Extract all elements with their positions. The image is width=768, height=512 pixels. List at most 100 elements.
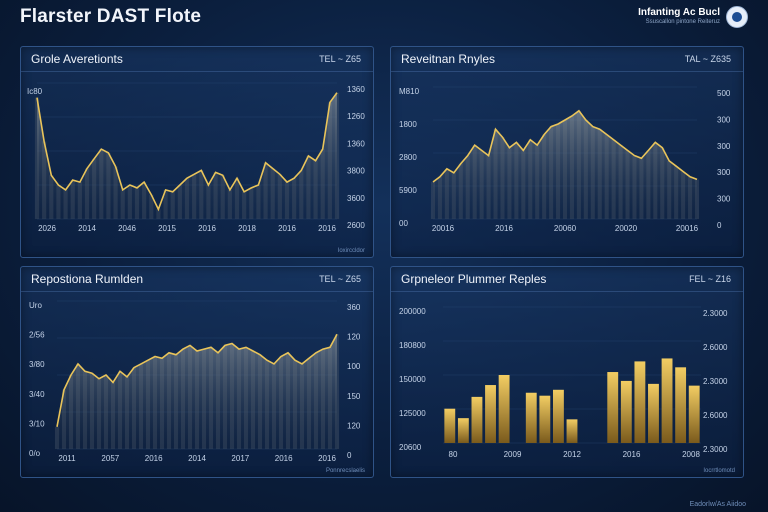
y-tick-label-right: 1360	[347, 85, 365, 94]
y-tick-label-left: 125000	[399, 409, 426, 418]
y-tick-label-left: 2/56	[29, 331, 45, 340]
bar[interactable]	[457, 418, 469, 443]
panel-meta[interactable]: FEL ~ Z16	[689, 274, 731, 284]
y-tick-label-right: 500	[717, 89, 731, 98]
series-line	[432, 109, 698, 183]
bar[interactable]	[607, 372, 619, 443]
bar[interactable]	[444, 408, 456, 443]
panel-meta[interactable]: TEL ~ Z65	[319, 54, 361, 64]
chart-svg: M810 1800 2800 5900 00 500 300 300 300 300 0 20016 2…	[399, 86, 731, 233]
x-tick-label: 2046	[118, 224, 136, 233]
panel-title: Grpneleor Plummer Reples	[401, 272, 547, 286]
chart-panel-0: Grole Averetionts TEL ~ Z65 Ic80 1360 1260…	[20, 46, 374, 258]
x-tick-label: 20016	[432, 224, 455, 233]
series-line	[36, 92, 338, 212]
y-tick-label-right: 2.3000	[703, 445, 728, 454]
y-tick-label-left: 180800	[399, 341, 426, 350]
y-tick-label-left: 1800	[399, 120, 417, 129]
bar[interactable]	[525, 392, 537, 443]
y-tick-label-right: 2.3000	[703, 309, 728, 318]
y-tick-label-left: 200000	[399, 307, 426, 316]
y-tick-label-right: 300	[717, 115, 731, 124]
x-tick-label: 2016	[278, 224, 296, 233]
x-tick-label: 2009	[504, 450, 522, 459]
chart-panel-1: Reveitnan Rnyles TAL ~ Z635 M810 1800 2800…	[390, 46, 744, 258]
y-tick-label-left: 3/40	[29, 390, 45, 399]
chart-panel-3: Grpneleor Plummer Reples FEL ~ Z16 20000…	[390, 266, 744, 478]
x-tick-label: 2008	[682, 450, 700, 459]
chart-svg: 200000 180800 150000 125000 20600 2.3000 2.600…	[399, 306, 728, 459]
x-tick-label: 2017	[231, 454, 249, 463]
chart-panel-2: Repostiona Rumlden TEL ~ Z65 Uro 2/56 3/80…	[20, 266, 374, 478]
area-fill	[57, 334, 337, 449]
y-tick-label-right: 120	[347, 333, 361, 342]
panel-title: Repostiona Rumlden	[31, 272, 144, 286]
bar[interactable]	[688, 385, 700, 443]
x-tick-label: 2016	[145, 454, 163, 463]
y-tick-label-left: 150000	[399, 375, 426, 384]
y-tick-label-right: 300	[717, 168, 731, 177]
chart-svg: Ic80 1360 1260 1360 3800 3600 2600 2026 2014 2046…	[27, 82, 365, 233]
app-title: Flarster DAST Flote	[20, 6, 202, 27]
y-tick-label-left: 0/o	[29, 449, 41, 458]
y-tick-label-left: Uro	[29, 301, 42, 310]
y-tick-label-right: 2.6000	[703, 411, 728, 420]
x-tick-label: 2057	[101, 454, 119, 463]
x-tick-label: 2011	[58, 454, 76, 463]
bar[interactable]	[566, 419, 578, 443]
bar[interactable]	[634, 361, 646, 443]
x-tick-label: 2016	[275, 454, 293, 463]
panel-meta[interactable]: TEL ~ Z65	[319, 274, 361, 284]
x-tick-label: 2016	[318, 224, 336, 233]
panel-meta[interactable]: TAL ~ Z635	[684, 54, 731, 64]
panel-title: Grole Averetionts	[31, 52, 123, 66]
x-tick-label: 2014	[78, 224, 96, 233]
brand-block: Infanting Ac Bucl Ssuscallon pintone Rei…	[638, 7, 720, 25]
panel-header: Grole Averetionts TEL ~ Z65	[21, 47, 373, 72]
bar[interactable]	[620, 380, 632, 443]
bar[interactable]	[552, 389, 564, 443]
y-tick-label-right: 0	[347, 451, 352, 460]
bar[interactable]	[471, 396, 483, 443]
bar[interactable]	[498, 375, 510, 443]
x-tick-label: 80	[449, 450, 458, 459]
area-fill	[37, 92, 337, 219]
y-tick-label-left: Ic80	[27, 87, 43, 96]
brand-name: Infanting Ac Bucl	[638, 7, 720, 18]
x-tick-label: 2016	[198, 224, 216, 233]
y-tick-label-right: 120	[347, 421, 361, 430]
y-tick-label-right: 2600	[347, 221, 365, 230]
chart-svg: Uro 2/56 3/80 3/40 3/10 0/o 360 120 100 150 120 0 20…	[29, 300, 361, 463]
x-tick-label: 20020	[615, 224, 638, 233]
bar[interactable]	[648, 383, 659, 443]
y-tick-label-left: M810	[399, 87, 420, 96]
bar[interactable]	[675, 367, 687, 443]
series-line	[56, 333, 338, 427]
y-tick-label-right: 1260	[347, 112, 365, 121]
y-tick-label-left: 00	[399, 219, 408, 228]
x-tick-label: 20016	[676, 224, 699, 233]
y-tick-label-right: 150	[347, 392, 361, 401]
panel-header: Repostiona Rumlden TEL ~ Z65	[21, 267, 373, 292]
x-tick-label: 2015	[158, 224, 176, 233]
bar[interactable]	[539, 395, 551, 443]
y-tick-label-right: 300	[717, 142, 731, 151]
x-tick-label: 20060	[554, 224, 577, 233]
globe-icon[interactable]	[726, 6, 748, 28]
bar[interactable]	[485, 385, 496, 443]
y-tick-label-right: 2.3000	[703, 377, 728, 386]
y-tick-label-right: 360	[347, 303, 361, 312]
area-fill	[433, 110, 697, 219]
panel-footer: Iocrrtlomotd	[703, 468, 735, 474]
y-tick-label-right: 3600	[347, 194, 365, 203]
y-tick-label-right: 1360	[347, 139, 365, 148]
y-tick-label-right: 100	[347, 362, 361, 371]
bar[interactable]	[661, 358, 673, 443]
x-tick-label: 2016	[318, 454, 336, 463]
panel-title: Reveitnan Rnyles	[401, 52, 496, 66]
x-tick-label: 2026	[38, 224, 56, 233]
y-tick-label-right: 0	[717, 221, 722, 230]
y-tick-label-left: 3/10	[29, 419, 45, 428]
y-tick-label-left: 2800	[399, 153, 417, 162]
panel-header: Reveitnan Rnyles TAL ~ Z635	[391, 47, 743, 72]
